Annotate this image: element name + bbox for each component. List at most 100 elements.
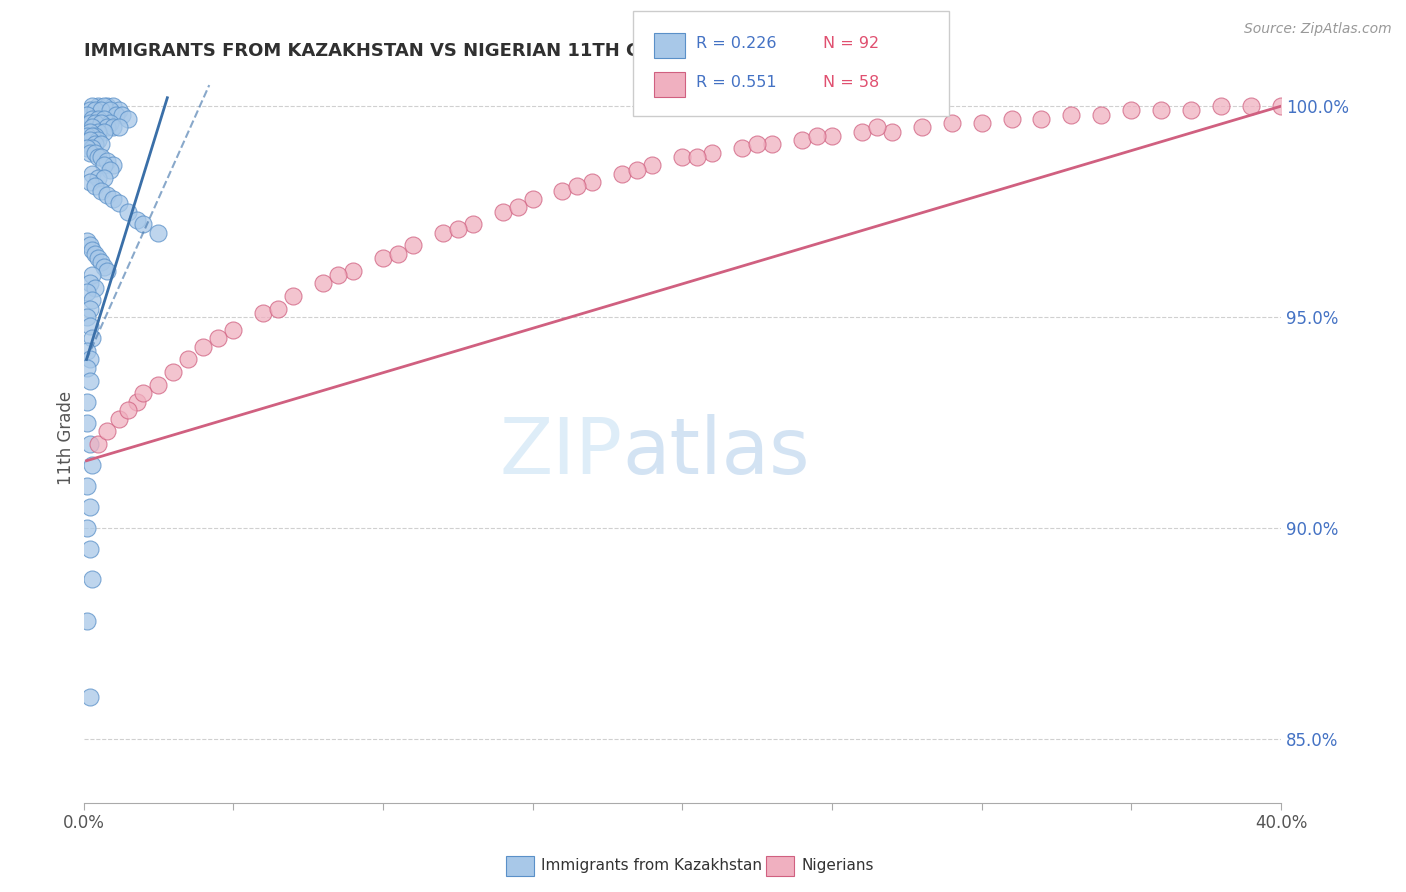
Point bbox=[108, 196, 131, 211]
Point bbox=[79, 374, 101, 388]
Point bbox=[162, 365, 184, 379]
Point bbox=[79, 238, 101, 252]
Text: R = 0.551: R = 0.551 bbox=[696, 76, 776, 90]
Point bbox=[90, 103, 112, 118]
Point bbox=[76, 343, 98, 358]
Text: atlas: atlas bbox=[623, 414, 810, 490]
Point bbox=[117, 403, 139, 417]
Point bbox=[96, 187, 118, 202]
Point bbox=[79, 124, 101, 138]
Point bbox=[432, 226, 454, 240]
Point bbox=[87, 112, 110, 126]
Point bbox=[82, 268, 104, 282]
Point bbox=[96, 120, 118, 135]
Point bbox=[76, 416, 98, 430]
Point bbox=[108, 120, 131, 135]
Point bbox=[1090, 108, 1112, 122]
Point bbox=[567, 179, 589, 194]
Point bbox=[87, 437, 110, 451]
Point bbox=[103, 192, 125, 206]
Point bbox=[911, 120, 934, 135]
Text: Nigerians: Nigerians bbox=[801, 858, 875, 872]
Point bbox=[108, 411, 131, 425]
Point bbox=[90, 184, 112, 198]
Point bbox=[105, 108, 128, 122]
Point bbox=[1060, 108, 1083, 122]
Point bbox=[702, 145, 724, 160]
Point bbox=[612, 167, 634, 181]
Text: R = 0.226: R = 0.226 bbox=[696, 37, 776, 51]
Point bbox=[402, 238, 425, 252]
Point bbox=[267, 301, 290, 316]
Point bbox=[79, 103, 101, 118]
Point bbox=[76, 310, 98, 325]
Point bbox=[87, 133, 110, 147]
Point bbox=[100, 162, 122, 177]
Point bbox=[312, 277, 335, 291]
Point bbox=[127, 213, 149, 227]
Point bbox=[117, 112, 139, 126]
Point bbox=[90, 255, 112, 269]
Point bbox=[177, 352, 200, 367]
Point bbox=[866, 120, 889, 135]
Point bbox=[626, 162, 648, 177]
Point bbox=[87, 150, 110, 164]
Point bbox=[371, 251, 394, 265]
Point bbox=[79, 277, 101, 291]
Point bbox=[970, 116, 993, 130]
Point bbox=[76, 360, 98, 375]
Point bbox=[79, 145, 101, 160]
Point bbox=[100, 116, 122, 130]
Point bbox=[1150, 103, 1173, 118]
Point bbox=[132, 386, 155, 401]
Point bbox=[90, 150, 112, 164]
Point bbox=[342, 264, 364, 278]
Point bbox=[790, 133, 813, 147]
Text: N = 58: N = 58 bbox=[823, 76, 879, 90]
Point bbox=[76, 108, 98, 122]
Point bbox=[103, 120, 125, 135]
Point bbox=[82, 458, 104, 472]
Point bbox=[148, 226, 170, 240]
Point bbox=[193, 340, 215, 354]
Point bbox=[84, 103, 107, 118]
Point bbox=[103, 158, 125, 172]
Point bbox=[222, 323, 245, 337]
Point bbox=[90, 137, 112, 152]
Point bbox=[108, 103, 131, 118]
Point bbox=[1121, 103, 1143, 118]
Text: Source: ZipAtlas.com: Source: ZipAtlas.com bbox=[1244, 22, 1392, 37]
Point bbox=[127, 394, 149, 409]
Point bbox=[132, 218, 155, 232]
Text: N = 92: N = 92 bbox=[823, 37, 879, 51]
Point bbox=[93, 170, 115, 185]
Point bbox=[111, 108, 134, 122]
Point bbox=[103, 99, 125, 113]
Point bbox=[87, 251, 110, 265]
Point bbox=[82, 128, 104, 143]
Point bbox=[82, 141, 104, 155]
Point bbox=[76, 285, 98, 299]
Point bbox=[82, 99, 104, 113]
Point bbox=[745, 137, 768, 152]
Point bbox=[880, 124, 903, 138]
Point bbox=[252, 306, 274, 320]
Point bbox=[87, 99, 110, 113]
Point bbox=[76, 234, 98, 248]
Point bbox=[806, 128, 828, 143]
Point bbox=[82, 167, 104, 181]
Point bbox=[941, 116, 963, 130]
Point bbox=[79, 542, 101, 557]
Point bbox=[84, 145, 107, 160]
Point bbox=[551, 184, 574, 198]
Text: IMMIGRANTS FROM KAZAKHSTAN VS NIGERIAN 11TH GRADE CORRELATION CHART: IMMIGRANTS FROM KAZAKHSTAN VS NIGERIAN 1… bbox=[83, 42, 917, 60]
Text: Immigrants from Kazakhstan: Immigrants from Kazakhstan bbox=[541, 858, 762, 872]
Point bbox=[96, 424, 118, 438]
Point bbox=[84, 116, 107, 130]
Point bbox=[461, 218, 484, 232]
Point bbox=[96, 264, 118, 278]
Point bbox=[76, 128, 98, 143]
Point bbox=[148, 377, 170, 392]
Point bbox=[79, 500, 101, 515]
Point bbox=[90, 116, 112, 130]
